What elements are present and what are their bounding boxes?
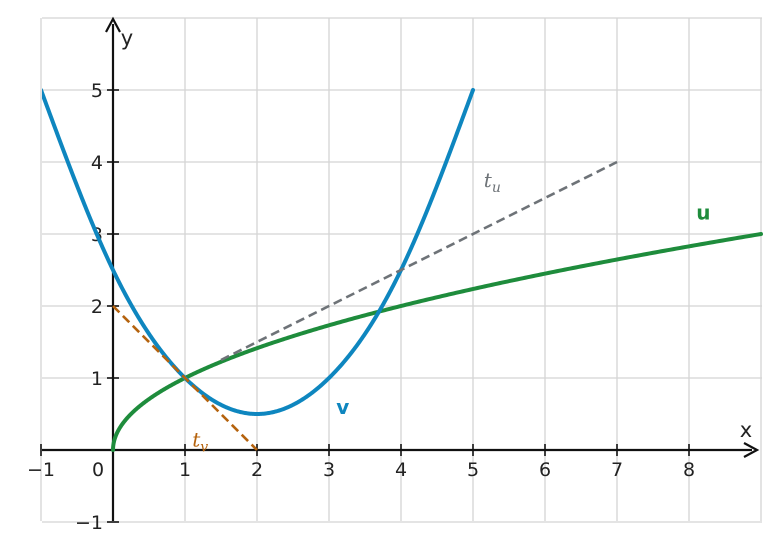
x-tick-label: 4 [395, 459, 407, 481]
x-tick-label: 6 [539, 459, 551, 481]
y-axis-arrow-icon [105, 16, 121, 33]
series-label-u: u [696, 201, 710, 225]
x-tick-label: 3 [323, 459, 335, 481]
x-tick-label: −1 [27, 459, 55, 481]
x-axis-arrow-icon [743, 442, 760, 458]
x-axis-label: x [740, 418, 752, 442]
labels: x y u v tu tv [121, 26, 752, 455]
series-label-v: v [336, 395, 349, 419]
y-tick-label: −1 [75, 512, 103, 534]
x-tick-label: 5 [467, 459, 479, 481]
series-line-u [111, 232, 763, 452]
y-tick-label: 4 [91, 152, 103, 174]
series-line-t-v [112, 305, 258, 451]
series-label-t-v: tv [192, 427, 208, 455]
x-tick-label: 7 [611, 459, 623, 481]
y-tick-label: 5 [91, 80, 103, 102]
x-tick-label: 0 [92, 459, 104, 481]
x-tick-label: 2 [251, 459, 263, 481]
series-label-t-u: tu [484, 168, 501, 196]
series-line-t-u [220, 160, 618, 362]
y-tick-label: 2 [91, 296, 103, 318]
x-tick-label: 8 [683, 459, 695, 481]
x-tick-label: 1 [179, 459, 191, 481]
curves [42, 88, 763, 452]
y-axis-label: y [121, 26, 133, 50]
y-tick-label: 1 [91, 368, 103, 390]
